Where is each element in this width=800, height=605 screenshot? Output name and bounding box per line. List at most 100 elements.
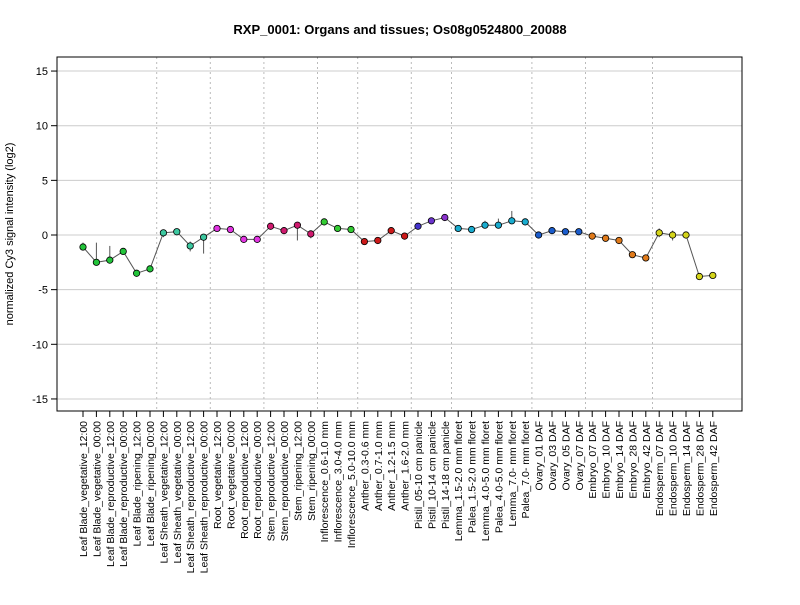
- data-point-41: [628, 251, 637, 259]
- x-tick-label-18: Inflorescence_0.6-1.0 mm: [319, 421, 331, 543]
- data-point-23: [387, 227, 395, 235]
- x-tick-label-27: Pistil_14-18 cm panicle: [440, 421, 452, 529]
- x-tick-label-4: Leaf Blade_ripening_12:00: [132, 421, 144, 547]
- data-point-16: [293, 221, 301, 229]
- data-point-27: [441, 213, 449, 222]
- data-point-45: [682, 231, 690, 239]
- data-point-30: [481, 221, 489, 229]
- x-tick-label-31: Palea_4.0-5.0 mm floret: [493, 421, 505, 533]
- data-point-15: [280, 227, 288, 235]
- x-tick-label-22: Anther_0.7-1.0 mm: [373, 421, 385, 511]
- data-point-35: [548, 227, 556, 235]
- data-point-37: [575, 228, 583, 236]
- data-point-11: [226, 225, 234, 234]
- data-point-21: [360, 237, 368, 246]
- x-tick-label-39: Embryo_10 DAF: [601, 421, 613, 499]
- data-point-20: [347, 225, 355, 234]
- x-tick-label-14: Stem_reproductive_12:00: [266, 421, 278, 541]
- x-tick-label-23: Anther_1.2-1.5 mm: [386, 421, 398, 511]
- data-point-17: [307, 230, 315, 238]
- x-tick-label-40: Embryo_14 DAF: [614, 421, 626, 499]
- data-point-38: [588, 232, 596, 240]
- data-point-31: [494, 221, 502, 229]
- data-point-19: [333, 224, 342, 233]
- y-tick-label-2: -5: [38, 285, 48, 297]
- data-point-18: [320, 218, 328, 226]
- data-point-40: [615, 236, 623, 245]
- x-tick-label-5: Leaf Blade_ripening_00:00: [145, 421, 157, 547]
- x-tick-label-24: Anther_1.6-2.0 mm: [400, 421, 412, 511]
- y-tick-label-0: -15: [32, 394, 48, 406]
- series-line: [82, 216, 713, 278]
- x-tick-label-10: Root_vegetative_12:00: [212, 421, 224, 529]
- data-point-6: [159, 229, 167, 237]
- data-point-3: [119, 247, 127, 255]
- data-point-9: [200, 233, 208, 241]
- data-point-36: [561, 228, 570, 236]
- data-point-7: [173, 228, 181, 236]
- x-tick-label-19: Inflorescence_3.0-4.0 mm: [333, 421, 345, 543]
- x-tick-label-16: Stem_ripening_12:00: [292, 421, 304, 521]
- data-point-47: [709, 271, 717, 280]
- y-axis: -15 -10 -5 0 5 10 15: [32, 66, 57, 406]
- x-tick-label-17: Stem_ripening_00:00: [306, 421, 318, 521]
- plot-frame: [56, 56, 743, 412]
- x-tick-label-33: Palea_7.0- mm floret: [520, 421, 532, 519]
- x-tick-label-47: Endosperm_42 DAF: [708, 421, 720, 516]
- x-tick-label-30: Lemma_4.0-5.0 mm floret: [480, 421, 492, 541]
- x-tick-label-20: Inflorescence_5.0-10.0 mm: [346, 421, 358, 548]
- x-tick-label-11: Root_vegetative_00:00: [225, 421, 237, 529]
- x-tick-label-34: Ovary_01 DAF: [534, 421, 546, 490]
- x-tick-label-37: Ovary_07 DAF: [574, 421, 586, 490]
- data-point-33: [521, 218, 529, 226]
- x-tick-label-6: Leaf Sheath_vegetative_12:00: [158, 421, 170, 564]
- data-point-24: [400, 232, 409, 240]
- data-point-12: [240, 235, 248, 243]
- x-tick-label-7: Leaf Sheath_vegetative_00:00: [172, 421, 184, 564]
- data-point-13: [253, 235, 261, 243]
- data-point-14: [266, 222, 275, 230]
- y-tick-label-5: 10: [36, 121, 48, 133]
- x-tick-label-9: Leaf Sheath_reproductive_00:00: [199, 421, 211, 574]
- data-point-2: [106, 256, 114, 264]
- x-tick-label-15: Stem_reproductive_00:00: [279, 421, 291, 541]
- x-tick-label-32: Lemma_7.0- mm floret: [507, 421, 519, 527]
- data-point-34: [534, 231, 543, 239]
- x-tick-label-28: Lemma_1.5-2.0 mm floret: [453, 421, 465, 541]
- data-point-22: [374, 236, 382, 245]
- data-point-42: [642, 254, 650, 262]
- x-tick-label-41: Embryo_28 DAF: [627, 421, 639, 499]
- x-tick-label-45: Endosperm_14 DAF: [681, 421, 693, 516]
- x-tick-label-25: Pistil_05-10 cm panicle: [413, 421, 425, 529]
- grid-layer: [57, 70, 742, 400]
- data-point-32: [508, 217, 516, 225]
- data-point-46: [695, 272, 704, 281]
- x-tick-label-3: Leaf Blade_reproductive_00:00: [118, 421, 130, 567]
- data-point-1: [92, 258, 101, 266]
- x-tick-label-43: Endosperm_07 DAF: [654, 421, 666, 516]
- y-tick-label-3: 0: [42, 230, 48, 242]
- x-tick-label-26: Pistil_10-14 cm panicle: [426, 421, 438, 529]
- x-tick-labels: Leaf Blade_vegetative_12:00 Leaf Blade_ve…: [78, 411, 720, 573]
- series-polyline: [82, 216, 713, 278]
- data-point-4: [133, 269, 141, 277]
- y-tick-label-6: 15: [36, 66, 48, 78]
- error-bars: [82, 210, 714, 280]
- x-tick-label-42: Embryo_42 DAF: [641, 421, 653, 499]
- data-point-39: [601, 234, 610, 242]
- data-point-5: [146, 265, 154, 273]
- x-tick-label-1: Leaf Blade_vegetative_00:00: [91, 421, 103, 557]
- x-tick-label-12: Root_reproductive_12:00: [239, 421, 251, 539]
- y-tick-label-4: 5: [42, 175, 48, 187]
- y-tick-label-1: -10: [32, 339, 48, 351]
- x-tick-label-0: Leaf Blade_vegetative_12:00: [78, 421, 90, 557]
- data-point-44: [668, 231, 677, 239]
- data-point-10: [213, 224, 221, 233]
- y-axis-label: normalized Cy3 signal intensity (log2): [4, 143, 16, 326]
- x-tick-label-21: Anther_0.3-0.6 mm: [359, 421, 371, 511]
- x-tick-label-35: Ovary_03 DAF: [547, 421, 559, 490]
- x-tick-label-29: Palea_1.5-2.0 mm floret: [467, 421, 479, 533]
- data-point-0: [79, 243, 87, 251]
- data-points: [79, 213, 717, 281]
